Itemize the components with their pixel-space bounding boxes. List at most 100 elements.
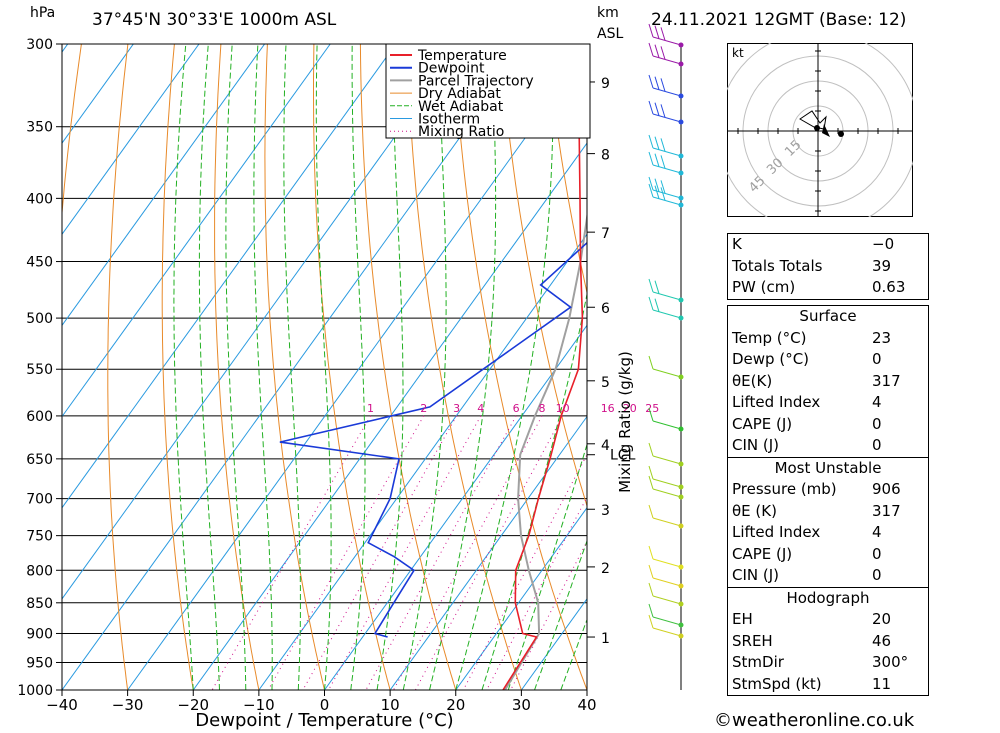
wet-adiabat-line <box>481 291 587 690</box>
wind-barb-flag <box>654 136 660 150</box>
dewpoint-series <box>279 241 587 638</box>
wind-barb-flag <box>660 180 666 194</box>
wind-barb <box>648 545 684 570</box>
km-tick-label: 4 <box>601 438 610 454</box>
wind-barb-flag <box>648 504 654 519</box>
wind-barb <box>648 582 684 607</box>
lcl-label: LCL <box>610 448 636 464</box>
wind-barb-shaft <box>652 558 682 568</box>
wind-barb-shaft <box>652 309 682 319</box>
wind-barb <box>648 74 684 99</box>
wind-barb <box>648 442 684 467</box>
wind-barb-flag <box>654 178 660 192</box>
wind-barb-shaft <box>652 36 682 46</box>
wet-adiabat-line <box>198 44 220 690</box>
pressure-tick-label: 500 <box>26 311 53 327</box>
wind-barb <box>648 407 684 432</box>
pressure-tick-label: 700 <box>26 492 53 508</box>
surface-title: Surface <box>799 307 857 325</box>
mixing-ratio-line <box>414 415 564 690</box>
km-tick-label: 5 <box>601 375 610 391</box>
copyright[interactable]: ©weatheronline.co.uk <box>714 710 915 731</box>
parcel-trajectory-series <box>504 211 587 690</box>
legend-entry: Dry Adiabat <box>418 86 501 102</box>
isotherm-line <box>62 44 528 690</box>
wind-barb <box>648 278 684 303</box>
km-tick-label: 7 <box>601 226 610 242</box>
table-row: Temp (°C) 23 <box>732 328 892 347</box>
mixing-ratio-label: 8 <box>539 402 546 415</box>
dry-adiabat-line <box>264 44 325 690</box>
wind-barb <box>648 134 684 159</box>
wind-barb <box>648 23 684 48</box>
temperature-tick-label: 20 <box>446 696 465 714</box>
legend-entry: Mixing Ratio <box>418 124 504 140</box>
mixing-ratio-label: 3 <box>453 402 460 415</box>
hodograph-point <box>838 131 844 137</box>
isotherm-line <box>62 44 200 236</box>
isotherm-line <box>258 233 587 690</box>
wind-barb-flag <box>654 76 660 90</box>
wind-barb-flag <box>648 176 654 191</box>
temperature-tick-label: 0 <box>320 696 330 714</box>
dry-adiabat-line <box>499 44 587 508</box>
dry-adiabat-line <box>453 44 587 690</box>
wind-barb-flag <box>654 25 660 39</box>
plot-frame <box>61 43 588 691</box>
x-axis-title: Dewpoint / Temperature (°C) <box>195 710 453 731</box>
wind-barb-flag <box>648 183 654 198</box>
pressure-tick-label: 450 <box>26 255 53 271</box>
wet-adiabat-line <box>315 44 332 690</box>
mixing-ratio-line <box>267 415 425 690</box>
wind-barb-flag <box>648 278 654 293</box>
wind-barb-shaft <box>652 164 682 174</box>
pressure-tick-label: 850 <box>26 596 53 612</box>
indices-table: K −0 Totals Totals 39 PW (cm) 0.63 <box>727 233 929 300</box>
wind-barb <box>648 465 684 490</box>
legend-entry: Temperature <box>417 48 507 64</box>
hpa-label: hPa <box>30 5 56 21</box>
pressure-tick-label: 750 <box>26 529 53 545</box>
wind-barb-shaft <box>652 420 682 430</box>
wet-adiabat-line <box>283 44 301 690</box>
dry-adiabat-line <box>214 44 260 690</box>
wet-adiabat-line <box>350 44 366 690</box>
wind-barb-flag <box>654 102 660 116</box>
dry-adiabat-line <box>919 44 1000 690</box>
wind-barb-flag <box>660 187 666 201</box>
index-row-totals: Totals Totals 39 <box>732 256 892 275</box>
wind-barb-flag <box>660 155 666 169</box>
km-tick-label: 6 <box>601 301 610 317</box>
wind-barb-shaft <box>652 87 682 97</box>
km-tick-label: 9 <box>601 76 610 92</box>
temperature-tick-label: −10 <box>243 696 275 714</box>
mixing-ratio-label: 1 <box>367 402 374 415</box>
pressure-tick-label: 600 <box>26 409 53 425</box>
table-row: Lifted Index 4 <box>732 393 882 411</box>
hodograph-unit: kt <box>732 46 744 60</box>
wind-barb-flag <box>648 603 654 618</box>
mixing-ratio-line <box>393 415 543 690</box>
km-label: km <box>597 5 619 21</box>
wind-barb-flag <box>648 355 654 370</box>
isotherm-line <box>192 142 587 690</box>
table-row: Dewp (°C) 0 <box>732 350 882 368</box>
wind-barb-flag <box>648 23 654 38</box>
isotherm-line <box>62 44 331 418</box>
datetime-title: 24.11.2021 12GMT (Base: 12) <box>651 10 907 30</box>
mixing-ratio-line <box>328 415 482 690</box>
legend-entry: Dewpoint <box>418 61 485 77</box>
km-tick-label: 3 <box>601 503 610 519</box>
wind-barb-shaft <box>652 616 682 626</box>
table-row: Pressure (mb) 906 <box>732 480 901 498</box>
isotherm-line <box>62 44 266 327</box>
pressure-tick-label: 550 <box>26 362 53 378</box>
wind-barb-flag <box>648 134 654 149</box>
legend-entry: Wet Adiabat <box>418 99 504 115</box>
plot-area <box>62 44 1000 690</box>
pressure-tick-label: 900 <box>26 626 53 642</box>
pressure-tick-label: 950 <box>26 655 53 671</box>
wind-barb <box>648 564 684 589</box>
mixing-ratio-label: 16 <box>601 402 615 415</box>
